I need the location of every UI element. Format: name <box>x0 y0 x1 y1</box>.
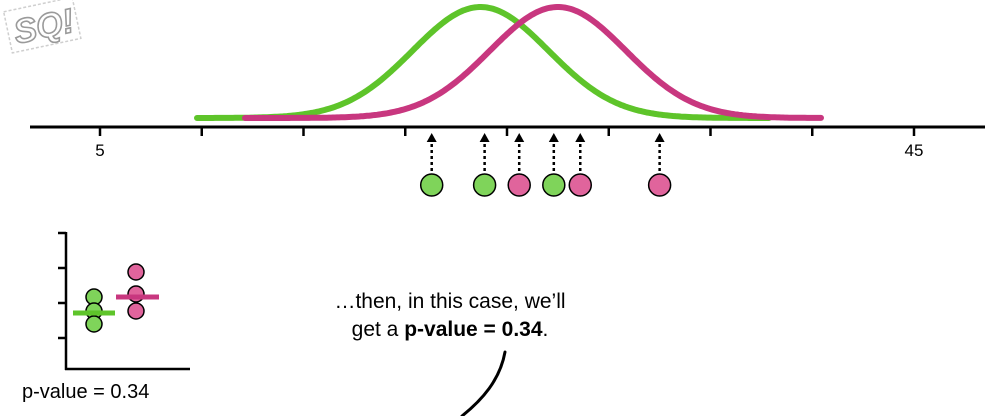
mini-strip-plot <box>58 231 190 371</box>
mini-plot-pvalue-label: p-value = 0.34 <box>22 381 150 403</box>
caption-line-2-suffix: . <box>542 318 549 341</box>
green-sample-point <box>542 173 566 197</box>
green-distribution-curve <box>194 4 772 121</box>
sample-arrow-head <box>514 133 525 142</box>
caption-pvalue-bold: p-value = 0.34 <box>404 318 543 341</box>
caption-pointer-line <box>460 350 507 416</box>
pink-sample-point <box>507 173 531 197</box>
caption-line-2: get a p-value = 0.34. <box>270 316 630 344</box>
sample-points <box>419 133 672 197</box>
sample-arrow-head <box>654 133 665 142</box>
mini-pink-point <box>127 302 145 320</box>
x-axis-ticks <box>98 127 916 136</box>
caption-line-2-prefix: get a <box>351 318 405 341</box>
pink-distribution-curve <box>242 4 824 121</box>
green-sample-point <box>419 173 444 197</box>
mini-green-point <box>85 315 103 333</box>
caption-text: …then, in this case, we’ll get a p-value… <box>270 288 630 344</box>
sample-arrow-head <box>575 133 586 142</box>
mini-pink-point <box>127 263 145 281</box>
pink-sample-point <box>568 173 593 197</box>
mini-pink-point <box>127 285 145 303</box>
pink-sample-point <box>647 173 672 197</box>
caption-line-1: …then, in this case, we’ll <box>334 290 566 313</box>
sample-arrow-head <box>426 133 437 142</box>
tick-label-45: 45 <box>905 141 924 160</box>
green-sample-point <box>472 173 497 197</box>
sample-arrow-head <box>479 133 490 142</box>
tick-label-5: 5 <box>95 141 104 160</box>
sample-arrow-head <box>548 133 559 142</box>
statquest-logo: SQ! <box>2 0 82 54</box>
